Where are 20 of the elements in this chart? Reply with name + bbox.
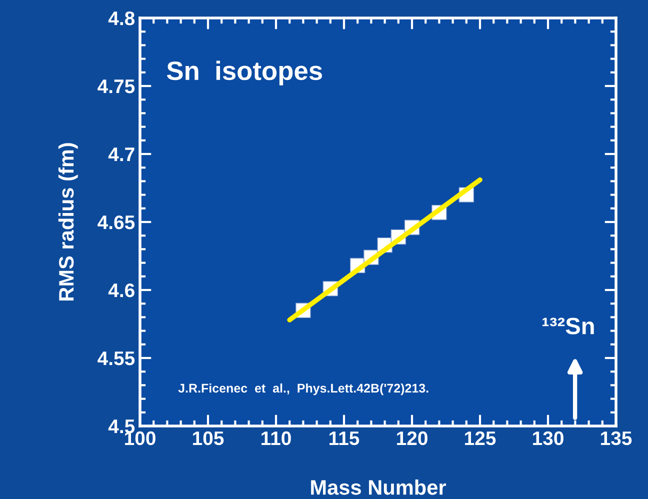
x-tick-label: 130 [533, 431, 564, 446]
y-tick-label: 4.55 [98, 352, 135, 366]
annotation: ¹³²Sn [542, 318, 594, 334]
x-axis-title: Mass Number [311, 480, 446, 495]
y-axis-title: RMS radius (fm) [58, 143, 78, 300]
y-tick-label: 4.7 [108, 148, 134, 162]
x-tick-label: 115 [330, 432, 360, 446]
y-tick-label: 4.65 [98, 215, 135, 230]
y-tick-label: 4.75 [98, 80, 135, 94]
x-tick-label: 125 [465, 431, 496, 446]
x-tick-label: 120 [397, 431, 428, 446]
annotation: J.R.Ficenec et al., Phys.Lett.42B('72)213. [178, 383, 428, 396]
y-tick-label: 4.6 [108, 283, 134, 298]
y-tick-label: 4.8 [108, 11, 135, 26]
y-tick-label: 4.5 [108, 420, 135, 434]
x-tick-label: 110 [262, 431, 291, 446]
x-tick-label: 105 [193, 431, 224, 446]
x-tick-label: 135 [601, 431, 632, 446]
annotation: Sn isotopes [166, 60, 322, 86]
x-tick-label: 100 [125, 431, 156, 446]
